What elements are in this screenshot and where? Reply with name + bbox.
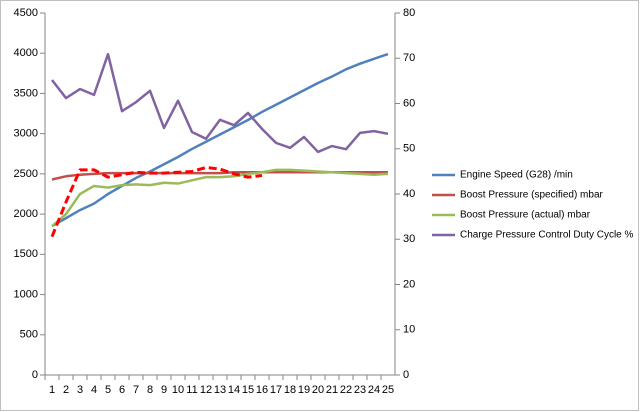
series-line: [51, 52, 389, 228]
x-tick-label: 5: [105, 384, 111, 396]
x-tick-label: 18: [284, 384, 296, 396]
y2-tick-label: 50: [403, 143, 415, 155]
series-line: [51, 52, 389, 154]
x-tick-label: 10: [172, 384, 184, 396]
y2-tick-label: 20: [403, 278, 415, 290]
x-tick-label: 17: [270, 384, 282, 396]
x-tick-label: 4: [91, 384, 97, 396]
x-tick-label: 22: [340, 384, 352, 396]
y-tick-label: 2000: [14, 208, 38, 220]
y2-tick-label: 30: [403, 233, 415, 245]
legend-label: Engine Speed (G28) /min: [460, 170, 573, 181]
x-tick-label: 9: [161, 384, 167, 396]
x-tick-label: 12: [200, 384, 212, 396]
x-tick-label: 11: [186, 384, 197, 396]
x-tick-label: 13: [214, 384, 226, 396]
y-tick-label: 3500: [14, 87, 38, 99]
y-tick-label: 0: [32, 369, 38, 381]
y2-tick-label: 0: [403, 369, 409, 381]
legend-label: Boost Pressure (actual) mbar: [460, 210, 591, 221]
x-tick-label: 15: [242, 384, 254, 396]
x-tick-label: 14: [228, 384, 240, 396]
legend: Engine Speed (G28) /min Boost Pressure (s…: [432, 170, 634, 241]
x-tick-label: 25: [382, 384, 394, 396]
x-tick-label: 16: [256, 384, 268, 396]
legend-label: Charge Pressure Control Duty Cycle %: [460, 230, 634, 241]
y2-tick-label: 70: [403, 52, 415, 64]
x-tick-label: 7: [133, 384, 139, 396]
y-tick-label: 1000: [14, 288, 38, 300]
y-tick-label: 3000: [14, 128, 38, 140]
y-tick-label: 500: [20, 329, 38, 341]
x-tick-label: 1: [49, 384, 55, 396]
series-line: [51, 168, 389, 228]
y-tick-label: 2500: [14, 168, 38, 180]
y-tick-label: 1500: [14, 248, 38, 260]
y2-tick-label: 10: [403, 324, 415, 336]
x-tick-label: 6: [119, 384, 125, 396]
y2-tick-label: 60: [403, 97, 415, 109]
x-tick-label: 19: [298, 384, 310, 396]
x-tick-label: 23: [354, 384, 366, 396]
y2-tick-label: 40: [403, 188, 415, 200]
x-tick-label: 3: [77, 384, 83, 396]
x-tick-label: 24: [368, 384, 380, 396]
x-tick-label: 21: [326, 384, 338, 396]
series-line: [50, 165, 263, 238]
y2-tick-label: 80: [403, 7, 415, 19]
x-tick-label: 2: [63, 384, 69, 396]
y-tick-label: 4000: [14, 47, 38, 59]
y-tick-label: 4500: [14, 7, 38, 19]
x-tick-label: 8: [147, 384, 153, 396]
x-tick-label: 20: [312, 384, 324, 396]
legend-label: Boost Pressure (specified) mbar: [460, 190, 604, 201]
